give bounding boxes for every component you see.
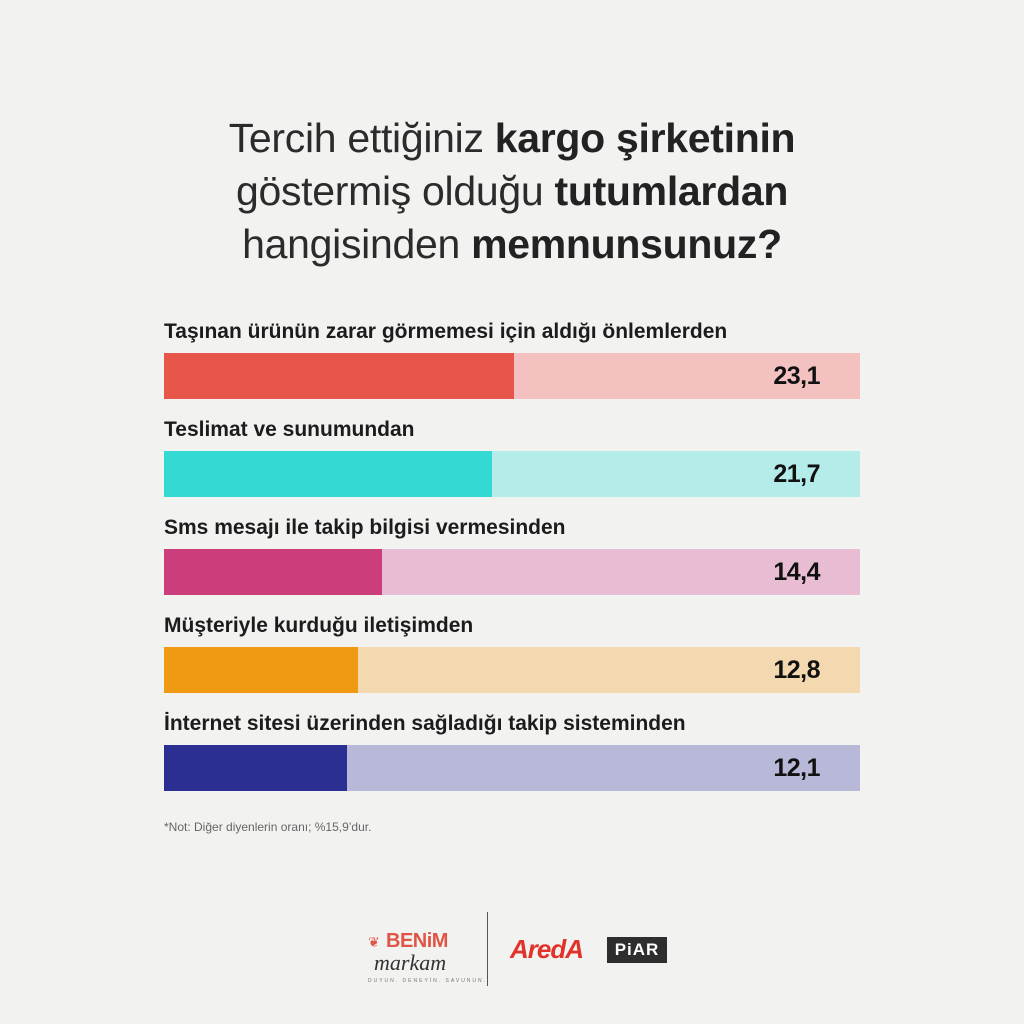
benim-logo-text: BENiM — [386, 930, 448, 952]
bar — [164, 549, 382, 595]
bar — [164, 353, 514, 399]
category-label: Teslimat ve sunumundan — [164, 418, 415, 441]
data-label: 12,1 — [773, 754, 820, 782]
areda-logo-text: AredA — [510, 934, 584, 964]
markam-logo-text: markam — [374, 950, 447, 975]
data-label: 12,8 — [773, 656, 820, 684]
category-label: Sms mesajı ile takip bilgisi vermesinden — [164, 516, 566, 539]
bar — [164, 745, 347, 791]
bar-track: 12,1 — [164, 745, 860, 791]
title-text: hangisinden — [242, 221, 472, 267]
category-label: Müşteriyle kurduğu iletişimden — [164, 614, 474, 637]
hands-icon: ❦ — [368, 934, 380, 950]
title-line-2: göstermiş olduğu tutumlardan — [0, 165, 1024, 218]
category-label: İnternet sitesi üzerinden sağladığı taki… — [164, 712, 686, 735]
title-line-3: hangisinden memnunsunuz? — [0, 218, 1024, 271]
title-emphasis: memnunsunuz? — [471, 221, 782, 267]
title-line-1: Tercih ettiğiniz kargo şirketinin — [0, 112, 1024, 165]
title-text: göstermiş olduğu — [235, 168, 555, 214]
data-label: 23,1 — [773, 362, 820, 390]
chart-title: Tercih ettiğiniz kargo şirketinin göster… — [0, 112, 1024, 271]
logo-divider — [487, 912, 488, 986]
bar-track: 21,7 — [164, 451, 860, 497]
title-emphasis: tutumlardan — [554, 168, 789, 214]
bar-track: 12,8 — [164, 647, 860, 693]
bar — [164, 647, 358, 693]
benim-tagline: DUYUN. DENEYİN. SAVUNUN. — [368, 978, 488, 984]
data-label: 14,4 — [773, 558, 820, 586]
bar-track: 14,4 — [164, 549, 860, 595]
benim-markam-logo: ❦ BENiM markam DUYUN. DENEYİN. SAVUNUN. — [368, 930, 485, 986]
category-label: Taşınan ürünün zarar görmemesi için aldı… — [164, 320, 728, 343]
footnote: *Not: Diğer diyenlerin oranı; %15,9’dur. — [164, 820, 372, 834]
data-label: 21,7 — [773, 460, 820, 488]
title-text: Tercih ettiğiniz — [228, 115, 495, 161]
piar-logo-text: PiAR — [607, 937, 667, 963]
bar — [164, 451, 492, 497]
bar-track: 23,1 — [164, 353, 860, 399]
footer-logos: ❦ BENiM markam DUYUN. DENEYİN. SAVUNUN. … — [0, 908, 1024, 992]
title-emphasis: kargo şirketinin — [494, 115, 796, 161]
bar-chart: Taşınan ürünün zarar görmemesi için aldı… — [164, 320, 860, 791]
